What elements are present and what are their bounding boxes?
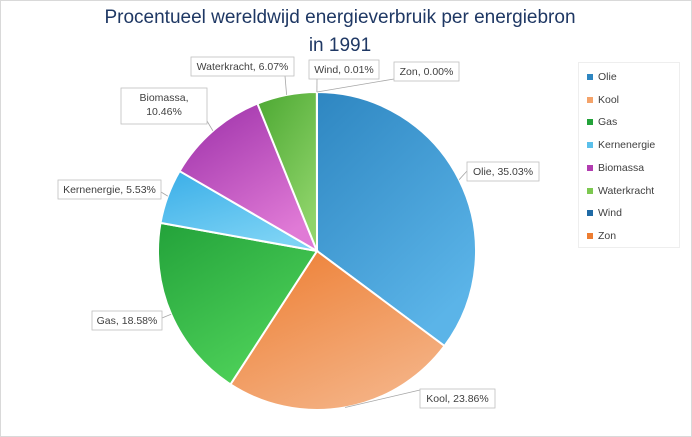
legend-label: Kool xyxy=(598,93,620,106)
leader-line-kool xyxy=(345,389,421,408)
chart-legend: Olie Kool Gas Kernenergie Biomassa Waterkrach… xyxy=(578,62,680,248)
legend-swatch xyxy=(587,96,593,103)
legend-item-biomassa: Biomassa xyxy=(587,160,644,176)
leader-line-biomassa xyxy=(206,120,214,132)
legend-item-zon: Zon xyxy=(587,228,616,244)
legend-label: Biomassa xyxy=(598,161,645,174)
pie-slice-kool xyxy=(229,249,446,411)
data-label-kool: Kool, 23.86% xyxy=(419,388,496,409)
leader-line-zon xyxy=(316,78,395,93)
data-label-kernenergie: Kernenergie, 5.53% xyxy=(57,179,162,200)
data-label-biomassa: Biomassa, 10.46% xyxy=(120,87,208,125)
leader-line-waterkracht xyxy=(284,75,287,95)
svg-text:Olie, 35.03%: Olie, 35.03% xyxy=(473,166,533,178)
data-label-olie: Olie, 35.03% xyxy=(466,161,540,182)
legend-swatch xyxy=(587,164,593,171)
legend-item-gas: Gas xyxy=(587,114,617,130)
leader-line-kernenergie xyxy=(160,191,169,197)
legend-label: Gas xyxy=(598,116,618,129)
svg-text:10.46%: 10.46% xyxy=(146,106,182,118)
chart-title-line-2: in 1991 xyxy=(308,35,372,56)
legend-label: Zon xyxy=(598,229,617,242)
svg-text:Kernenergie, 5.53%: Kernenergie, 5.53% xyxy=(63,184,156,196)
chart-title: Procentueel wereldwijd energieverbruik p… xyxy=(60,4,620,60)
legend-label: Waterkracht xyxy=(598,184,655,197)
data-label-zon: Zon, 0.00% xyxy=(393,61,460,82)
legend-swatch xyxy=(587,74,593,80)
svg-text:Gas, 18.58%: Gas, 18.58% xyxy=(97,315,158,327)
legend-label: Wind xyxy=(598,207,622,220)
legend-swatch xyxy=(587,142,593,149)
legend-swatch xyxy=(587,187,593,194)
svg-text:Wind, 0.01%: Wind, 0.01% xyxy=(314,64,374,76)
legend-item-kernenergie: Kernenergie xyxy=(587,137,655,153)
legend-item-kool: Kool xyxy=(587,92,619,108)
legend-item-waterkracht: Waterkracht xyxy=(587,183,654,199)
legend-swatch xyxy=(587,119,593,126)
svg-text:Biomassa,: Biomassa, xyxy=(139,92,188,104)
legend-item-wind: Wind xyxy=(587,205,622,221)
data-label-wind: Wind, 0.01% xyxy=(308,59,380,80)
legend-swatch xyxy=(587,210,593,217)
leader-line-gas xyxy=(161,313,172,319)
legend-label: Kernenergie xyxy=(598,139,656,152)
data-label-waterkracht: Waterkracht, 6.07% xyxy=(190,56,295,77)
leader-line-olie xyxy=(458,170,468,180)
pie-slice-biomassa xyxy=(178,102,320,254)
data-label-gas: Gas, 18.58% xyxy=(91,310,163,331)
svg-text:Kool, 23.86%: Kool, 23.86% xyxy=(426,393,488,405)
legend-item-olie: Olie xyxy=(587,69,617,85)
svg-text:Waterkracht, 6.07%: Waterkracht, 6.07% xyxy=(197,61,289,73)
legend-swatch xyxy=(587,232,593,239)
svg-text:Zon, 0.00%: Zon, 0.00% xyxy=(400,66,454,78)
legend-label: Olie xyxy=(598,71,617,83)
chart-title-line-1: Procentueel wereldwijd energieverbruik p… xyxy=(104,7,576,28)
